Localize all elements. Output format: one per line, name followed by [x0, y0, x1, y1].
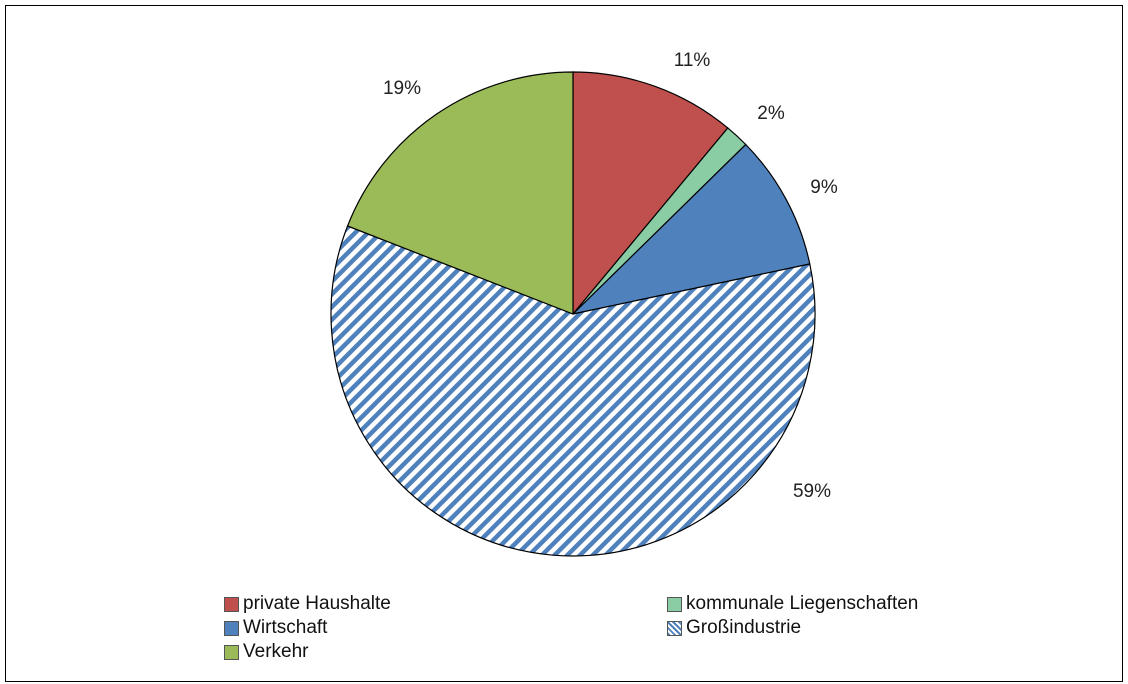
pie-slice-wirtschaft	[571, 143, 811, 316]
legend-item-kommunale-liegenschaften: kommunale Liegenschaften	[667, 592, 918, 616]
chart-frame: 11% 2% 9% 59% 19% private Haushalte komm…	[5, 5, 1123, 682]
legend-item-verkehr: Verkehr	[224, 640, 308, 664]
legend-item-grossindustrie: Großindustrie	[667, 616, 801, 640]
slice-label-grossindustrie: 59%	[792, 481, 832, 502]
pie-slice-verkehr	[346, 71, 574, 315]
legend-item-private-haushalte: private Haushalte	[224, 592, 391, 616]
pie-chart	[330, 71, 816, 557]
legend-swatch-grossindustrie	[667, 620, 682, 636]
slice-label-verkehr: 19%	[382, 78, 422, 99]
legend-label-verkehr: Verkehr	[243, 641, 309, 662]
legend-swatch-verkehr	[224, 644, 239, 660]
legend-label-wirtschaft: Wirtschaft	[243, 617, 328, 638]
legend-swatch-wirtschaft	[224, 620, 239, 636]
legend-swatch-private-haushalte	[224, 596, 239, 612]
legend-label-kommunale-liegenschaften: kommunale Liegenschaften	[686, 593, 919, 614]
legend-item-wirtschaft: Wirtschaft	[224, 616, 327, 640]
slice-label-private-haushalte: 11%	[673, 50, 711, 71]
slice-label-kommunale-liegenschaften: 2%	[757, 103, 785, 124]
pie-slice-grossindustrie	[330, 225, 816, 557]
pie-slice-private-haushalte	[572, 71, 729, 316]
legend-label-private-haushalte: private Haushalte	[243, 593, 391, 614]
legend-swatch-kommunale-liegenschaften	[667, 596, 682, 612]
pie-slices	[330, 71, 816, 557]
legend-label-grossindustrie: Großindustrie	[686, 617, 802, 638]
slice-label-wirtschaft: 9%	[810, 177, 838, 198]
